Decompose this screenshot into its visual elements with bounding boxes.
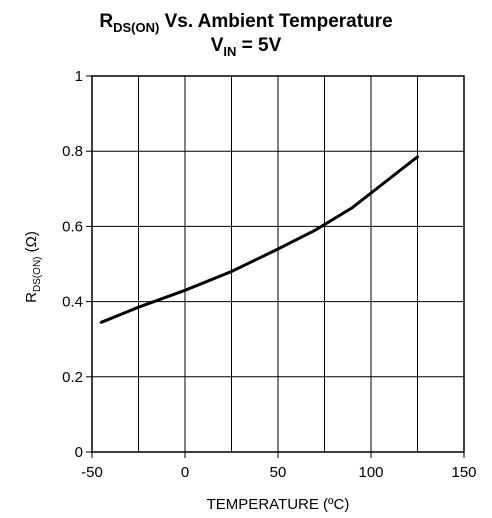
series-line [99, 155, 419, 324]
x-axis-label: TEMPERATURE (ºC) [207, 496, 350, 513]
x-tick-label: 100 [358, 464, 383, 481]
y-axis-label: RDS(ON) (Ω) [23, 231, 43, 303]
y-tick-label: 0.8 [62, 143, 83, 160]
grid [91, 75, 465, 453]
chart-title-line2: VIN = 5V [211, 35, 282, 59]
x-tick-label: 50 [270, 464, 287, 481]
chart-title: RDS(ON) Vs. Ambient Temperature VIN = 5V [99, 11, 392, 59]
y-tick-labels: 0 0.2 0.4 0.6 0.8 1 [62, 68, 83, 461]
y-tick-label: 0.2 [62, 369, 83, 386]
y-tick-label: 0 [75, 444, 83, 461]
x-tick-label: 0 [181, 464, 189, 481]
plot-area [86, 75, 465, 458]
x-tick-labels: -50 0 50 100 150 [81, 464, 476, 481]
y-tick-label: 0.4 [62, 294, 83, 311]
y-tick-label: 0.6 [62, 218, 83, 235]
series-group [99, 155, 419, 324]
x-tick-label: -50 [81, 464, 103, 481]
y-tick-label: 1 [75, 68, 83, 85]
x-tick-label: 150 [451, 464, 476, 481]
chart-title-line1: RDS(ON) Vs. Ambient Temperature [99, 11, 392, 35]
